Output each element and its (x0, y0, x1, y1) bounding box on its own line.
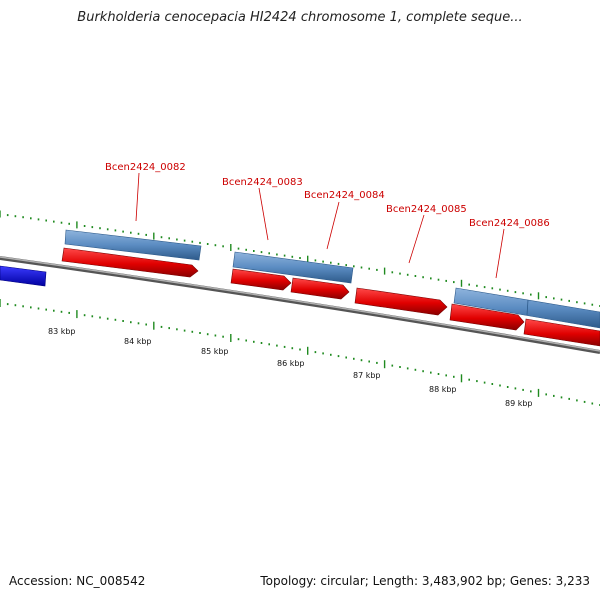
genome-backbone (0, 256, 600, 354)
cds-feature-0085 (354, 287, 448, 316)
cds-feature-0084 (290, 277, 350, 300)
cds-feature-0083 (230, 268, 292, 291)
scale-label-83kbp: 83 kbp (48, 327, 76, 336)
map-title: Burkholderia cenocepacia HI2424 chromoso… (77, 10, 523, 25)
scale-label-84kbp: 84 kbp (124, 337, 152, 346)
genome-summary-text: Topology: circular; Length: 3,483,902 bp… (260, 574, 590, 588)
gene-label-0086[interactable]: Bcen2424_0086 (469, 218, 550, 229)
scale-label-87kbp: 87 kbp (353, 371, 381, 380)
scale-label-89kbp: 89 kbp (505, 399, 533, 408)
genome-backbone-highlight (0, 256, 600, 352)
label-leaders (135, 172, 505, 279)
cds-feature-0086a (449, 303, 525, 331)
scale-label-88kbp: 88 kbp (429, 385, 457, 394)
accession-text: Accession: NC_008542 (9, 574, 146, 588)
rna-feature-0083-0084 (232, 251, 354, 284)
neighbor-gene-feature (0, 265, 47, 287)
rna-feature-0082 (64, 229, 202, 261)
rna-feature-0086 (453, 287, 600, 329)
cds-feature-0082 (61, 247, 199, 278)
outer-tick-ring (0, 210, 600, 307)
gene-label-0084[interactable]: Bcen2424_0084 (304, 190, 385, 201)
gene-label-0082[interactable]: Bcen2424_0082 (105, 162, 186, 173)
cds-feature-0086b (523, 318, 600, 347)
scale-label-86kbp: 86 kbp (277, 359, 305, 368)
inner-tick-ring (0, 299, 600, 406)
scale-label-85kbp: 85 kbp (201, 347, 229, 356)
gene-label-0085[interactable]: Bcen2424_0085 (386, 204, 467, 215)
gene-label-0083[interactable]: Bcen2424_0083 (222, 177, 303, 188)
